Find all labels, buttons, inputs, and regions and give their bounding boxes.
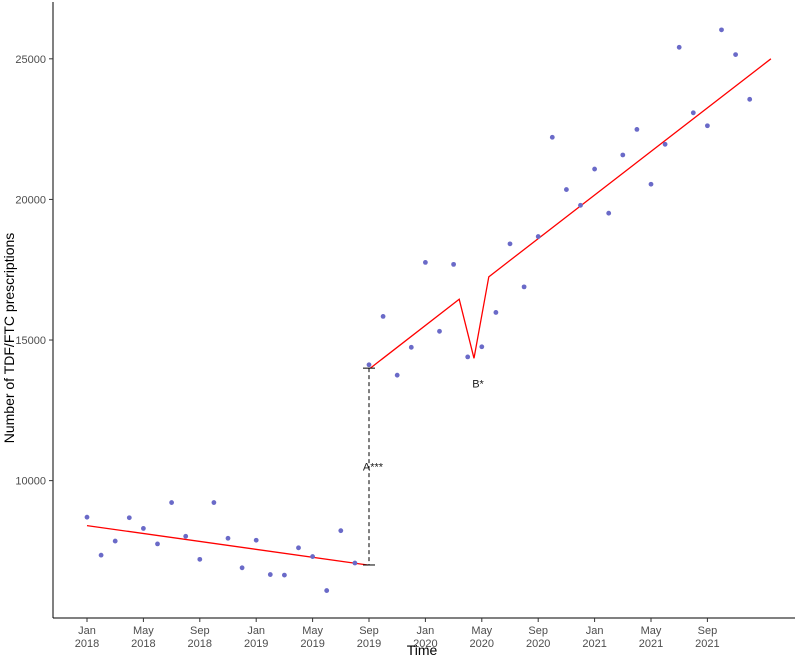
x-tick-label: May	[302, 625, 323, 637]
data-point	[141, 526, 146, 531]
data-point	[239, 565, 245, 571]
x-tick-label: 2019	[357, 638, 381, 650]
data-point	[535, 234, 541, 239]
data-point	[253, 537, 259, 543]
x-tick-label: 2020	[526, 638, 550, 650]
x-tick-label: Sep	[698, 625, 718, 637]
data-point	[479, 344, 485, 350]
data-point	[620, 152, 626, 158]
data-point	[408, 344, 414, 350]
data-point	[352, 560, 358, 566]
x-tick-label: Sep	[190, 625, 210, 637]
data-point	[211, 500, 217, 505]
data-point	[662, 141, 668, 147]
data-point	[126, 515, 132, 521]
x-tick-label: 2018	[188, 638, 212, 650]
x-tick-label: 2020	[413, 638, 437, 650]
x-tick-label: May	[133, 625, 154, 637]
data-point	[338, 528, 344, 534]
fitted-line	[370, 58, 772, 369]
y-tick-label: 20000	[15, 194, 46, 206]
x-tick-label: Sep	[359, 625, 379, 637]
x-tick-label: 2019	[300, 638, 324, 650]
x-tick-label: 2020	[470, 638, 494, 650]
annotation-label: B*	[472, 379, 484, 391]
data-point	[465, 354, 471, 360]
x-ticks: Jan2018May2018Sep2018Jan2019May2019Sep20…	[75, 618, 720, 650]
x-tick-label: Jan	[247, 625, 265, 637]
y-tick-label: 15000	[15, 335, 46, 347]
data-point	[310, 554, 315, 559]
data-point	[592, 166, 597, 172]
data-point	[267, 572, 273, 577]
data-point	[676, 44, 682, 50]
x-tick-label: 2021	[582, 638, 606, 650]
data-point	[225, 535, 231, 541]
data-point	[747, 96, 753, 102]
data-point	[733, 52, 738, 58]
data-point	[84, 514, 90, 520]
axes	[52, 2, 795, 619]
data-point	[606, 210, 612, 216]
annotations: A*** B*	[363, 367, 485, 566]
data-point	[690, 110, 696, 116]
y-axis-title: Number of TDF/FTC prescriptions	[1, 233, 17, 444]
fitted-line	[86, 524, 368, 566]
data-point	[507, 241, 513, 247]
data-points	[84, 27, 753, 593]
data-point	[578, 202, 583, 208]
data-point	[437, 328, 442, 334]
data-point	[705, 123, 710, 129]
x-tick-label: Sep	[528, 625, 548, 637]
x-tick-label: 2019	[244, 638, 268, 650]
x-tick-label: Jan	[78, 625, 96, 637]
data-point	[493, 310, 499, 315]
data-point	[183, 533, 189, 539]
fitted-lines	[86, 58, 772, 566]
x-tick-label: May	[641, 625, 662, 637]
data-point	[296, 545, 301, 551]
data-point	[549, 134, 555, 140]
data-point	[564, 187, 569, 192]
data-point	[366, 362, 372, 368]
x-tick-label: Jan	[417, 625, 435, 637]
x-axis-title: Time	[407, 642, 438, 658]
y-ticks: 10000 15000 20000 25000	[15, 54, 53, 488]
data-point	[282, 572, 287, 578]
x-tick-label: 2021	[695, 638, 719, 650]
x-tick-label: 2021	[639, 638, 663, 650]
y-tick-label: 10000	[15, 476, 46, 488]
x-tick-label: Jan	[586, 625, 604, 637]
data-point	[394, 372, 400, 378]
data-point	[634, 127, 640, 132]
data-point	[521, 284, 527, 290]
data-point	[169, 500, 175, 505]
y-tick-label: 25000	[15, 54, 46, 66]
data-point	[451, 261, 456, 267]
x-tick-label: May	[471, 625, 492, 637]
data-point	[155, 541, 160, 547]
x-tick-label: 2018	[75, 638, 99, 650]
data-point	[112, 538, 118, 544]
annotation-label: A***	[363, 462, 384, 474]
data-point	[98, 552, 104, 558]
data-point	[719, 27, 724, 33]
data-point	[324, 588, 330, 593]
data-point	[380, 313, 386, 319]
x-tick-label: 2018	[131, 638, 155, 650]
data-point	[197, 556, 203, 562]
data-point	[423, 260, 428, 265]
data-point	[648, 181, 654, 187]
